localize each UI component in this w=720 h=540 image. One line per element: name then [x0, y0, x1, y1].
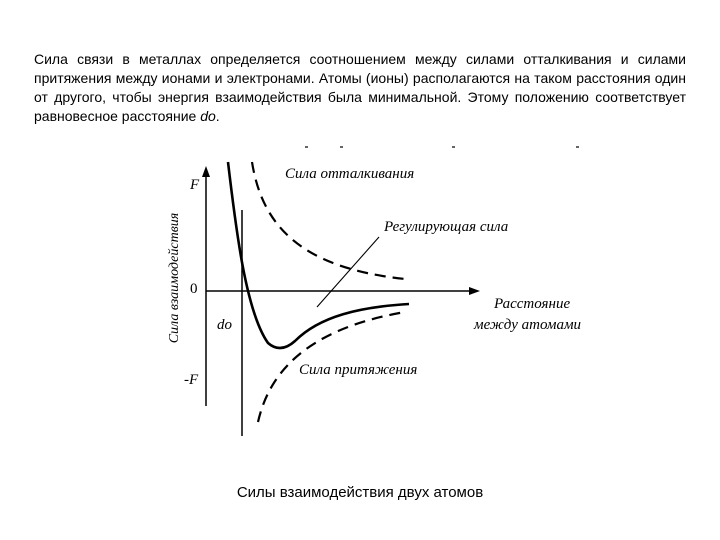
resultant-curve	[226, 161, 410, 350]
label-do: do	[217, 317, 233, 333]
figure-caption: Силы взаимодействия двух атомов	[236, 484, 484, 501]
y-axis-label: Сила взаимодействия	[167, 213, 182, 344]
label-F: F	[189, 177, 200, 193]
x-axis-arrow	[469, 287, 480, 295]
y-axis-arrow	[202, 166, 210, 177]
repulsion-curve	[250, 161, 406, 281]
x-axis-label-line1: Расстояние	[493, 296, 570, 312]
attraction-curve	[256, 310, 406, 423]
attraction-label: Сила притяжения	[299, 362, 417, 378]
resultant-label: Регулирующая сила	[383, 219, 508, 235]
label-zero: 0	[190, 281, 198, 297]
repulsion-label: Сила отталкивания	[285, 166, 414, 182]
intro-variable: do	[200, 108, 216, 124]
resultant-pointer	[316, 236, 380, 308]
intro-end: .	[215, 108, 220, 124]
x-axis-label-line2: между атомами	[473, 317, 581, 333]
axes	[202, 166, 480, 436]
label-minus-F: -F	[184, 372, 199, 388]
intro-paragraph: Сила связи в металлах определяется соотн…	[34, 50, 686, 126]
intro-text: Сила связи в металлах определяется соотн…	[34, 51, 686, 124]
